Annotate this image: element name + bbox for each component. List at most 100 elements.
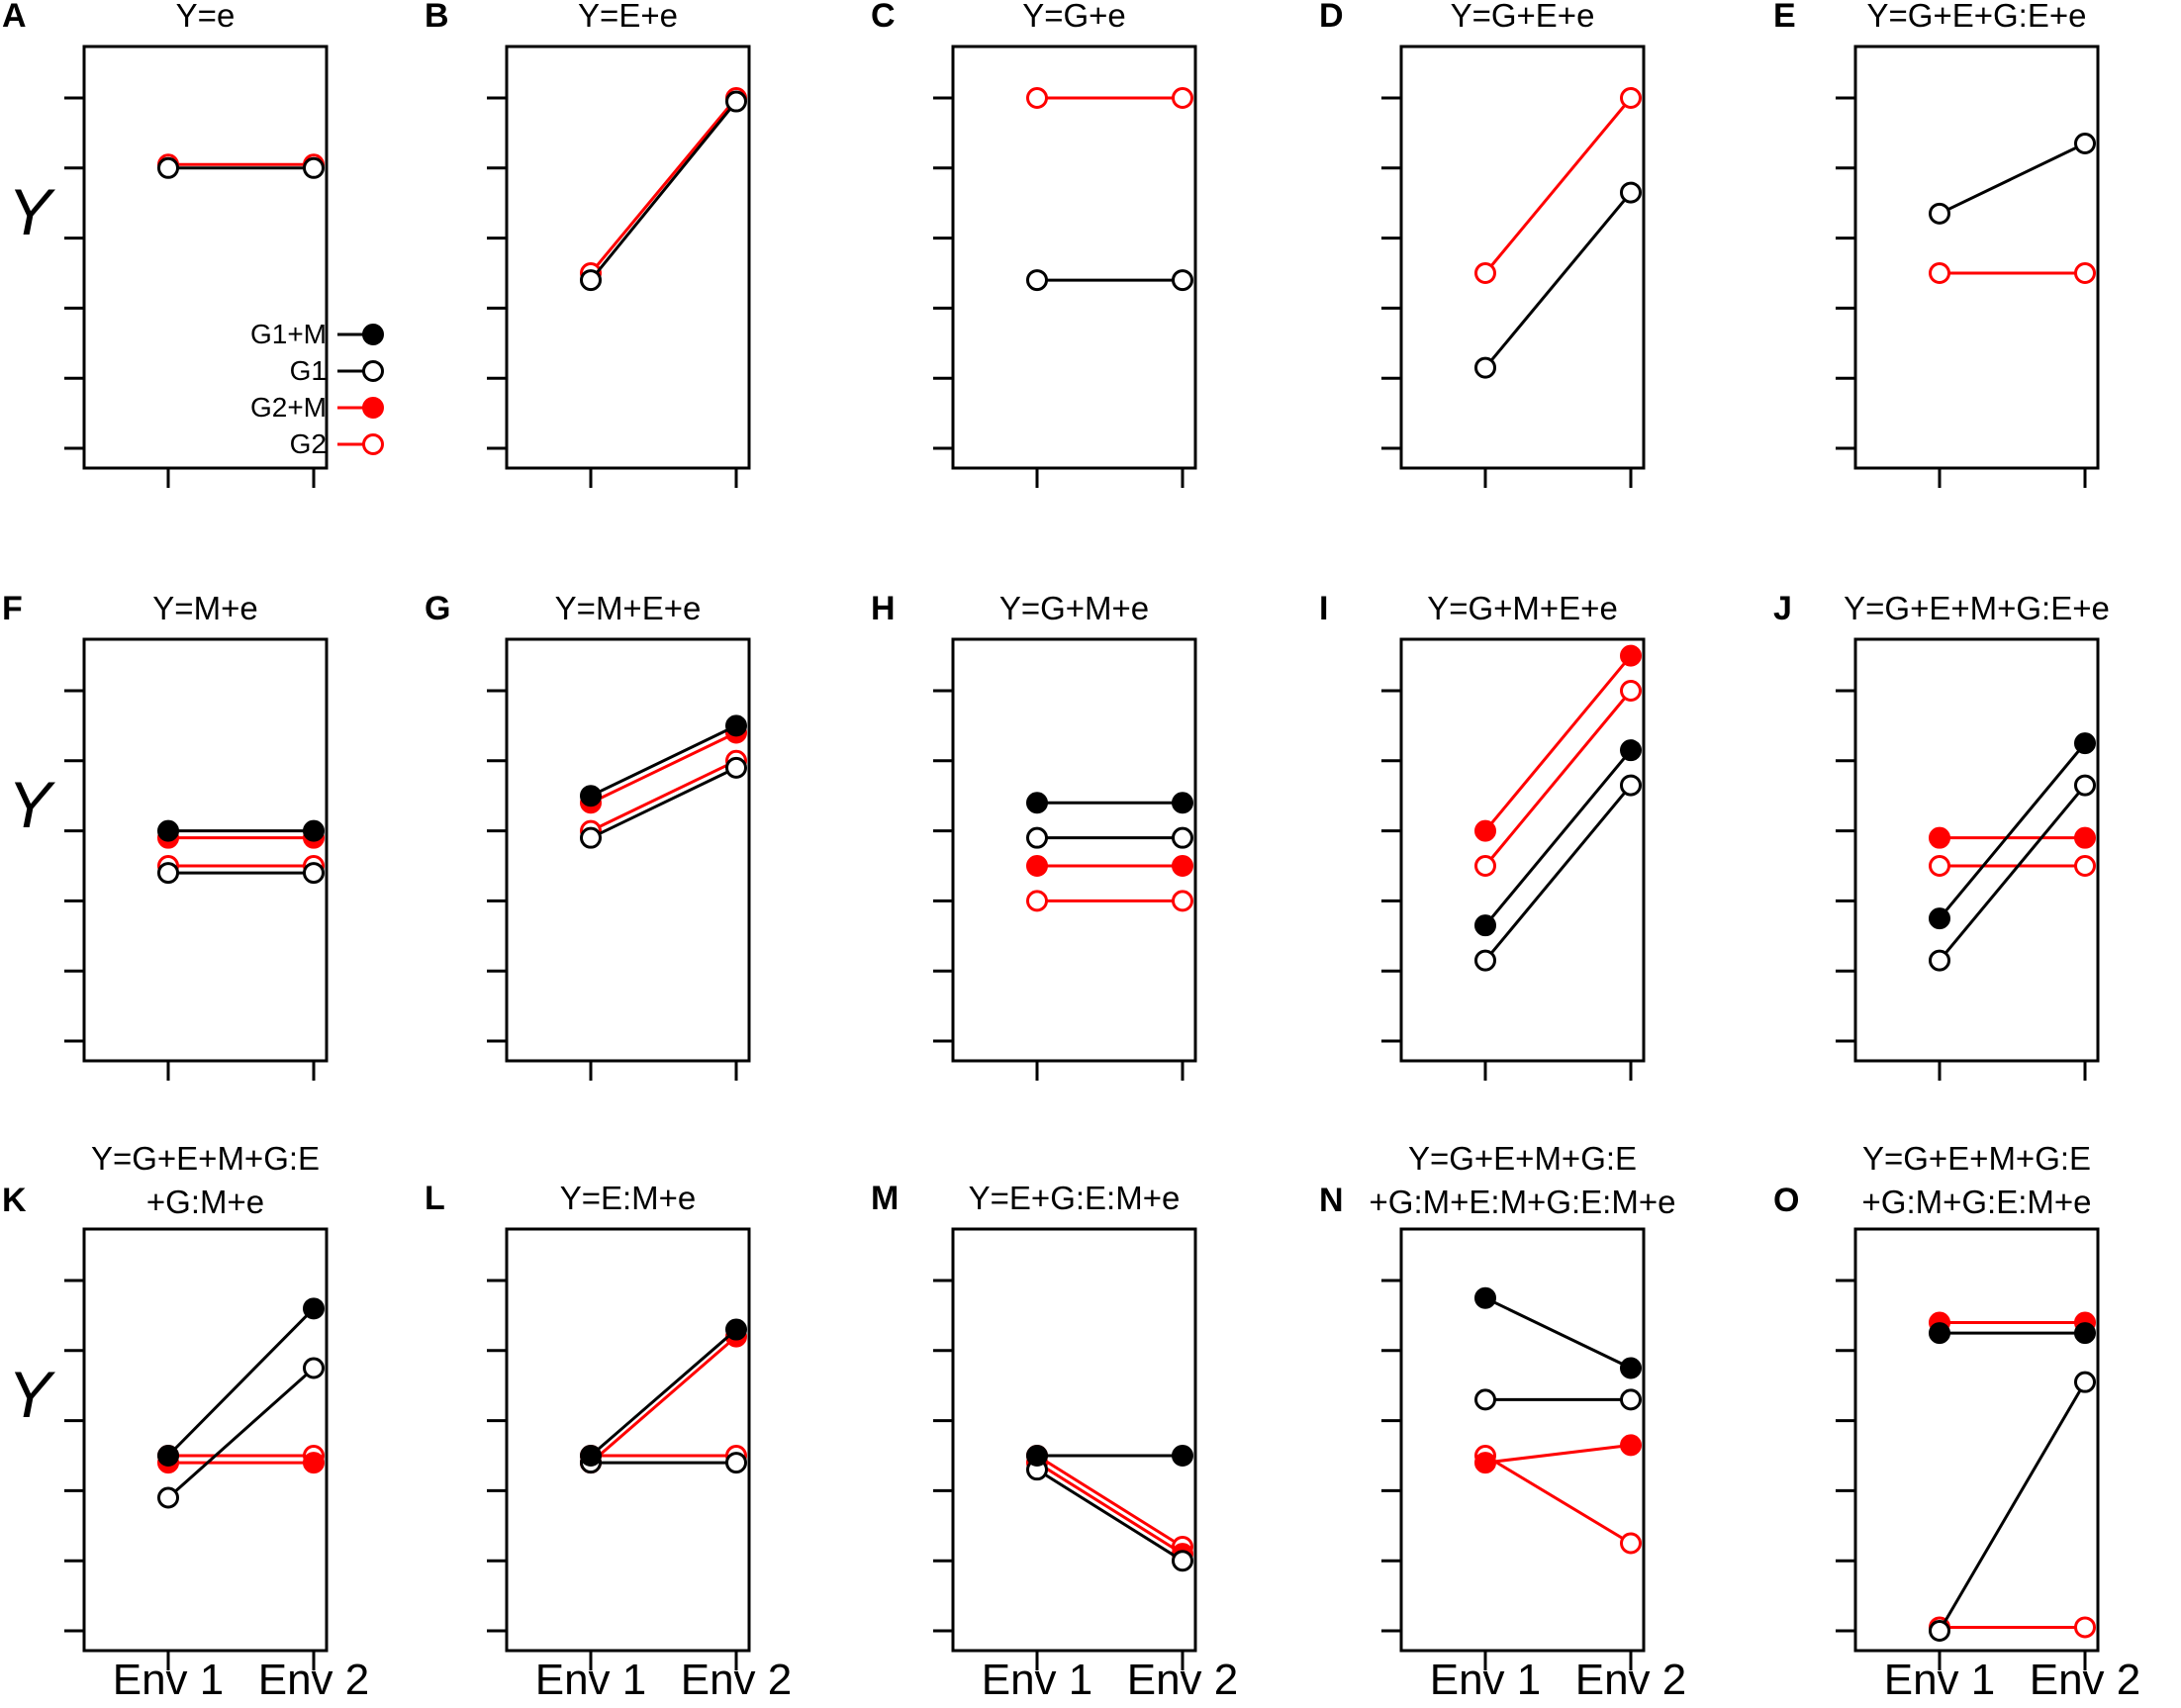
panel-title-line: Y=E+G:E:M+e xyxy=(969,1180,1181,1216)
panel-title-line: Y=G+E+G:E+e xyxy=(1867,0,2087,34)
data-point-g1-env2 xyxy=(1620,181,1642,204)
panel-e: E Y=G+E+G:E+e xyxy=(1773,0,2100,488)
series-g2 xyxy=(1474,1445,1642,1555)
panel-title-line: Y=G+E+M+G:E+e xyxy=(1844,590,2110,626)
data-point-g2-env2 xyxy=(2074,855,2096,877)
series-line xyxy=(1483,784,1633,962)
panel-j: J Y=G+E+M+G:E+e xyxy=(1773,590,2110,1081)
data-point-g1-env2 xyxy=(1172,1550,1193,1572)
data-point-g1-plus-m-env1 xyxy=(1026,1445,1048,1467)
legend-label: G1+M xyxy=(250,319,327,349)
data-point-g1-env2 xyxy=(725,1452,747,1474)
series-g2 xyxy=(1929,262,2096,284)
data-point-g2-env2 xyxy=(1620,1532,1642,1555)
data-point-g1-plus-m-env1 xyxy=(1929,1322,1950,1345)
panel-letter: B xyxy=(425,0,449,35)
panel-d: D Y=G+E+e xyxy=(1319,0,1646,488)
data-point-g1-env2 xyxy=(2074,774,2096,797)
data-point-g1-plus-m-env2 xyxy=(1620,739,1642,762)
panel-title-line: Y=G+M+E+e xyxy=(1427,590,1618,626)
data-point-g1-env2 xyxy=(303,156,325,179)
series-g1-plus-m xyxy=(1929,1322,2096,1345)
series-g2-plus-m xyxy=(1026,1452,1193,1566)
series-g1 xyxy=(157,1357,325,1509)
legend-item-g2: G2 xyxy=(290,428,384,459)
series-g1-plus-m xyxy=(1026,792,1193,814)
panel-title-line: Y=G+E+M+G:E xyxy=(91,1140,320,1177)
series-g2 xyxy=(1026,890,1193,912)
y-axis-label: Y xyxy=(8,175,55,248)
plot-frame xyxy=(505,45,751,470)
panel-title-line: +G:M+E:M+G:E:M+e xyxy=(1370,1184,1676,1220)
data-point-g1-env1 xyxy=(1026,826,1048,849)
data-point-g1-env2 xyxy=(2074,1371,2096,1393)
legend-item-g2-plus-m: G2+M xyxy=(250,392,384,423)
series-line xyxy=(1484,1443,1632,1465)
data-point-g1-env1 xyxy=(580,826,602,849)
plot-frame xyxy=(1399,45,1646,470)
plot-frame xyxy=(1399,1227,1646,1653)
series-line xyxy=(590,731,737,805)
data-point-g1-plus-m-env1 xyxy=(1474,914,1496,937)
series-g1-plus-m xyxy=(580,1318,747,1467)
series-g1-plus-m xyxy=(1474,739,1642,937)
data-point-g1-env1 xyxy=(157,156,179,179)
x-tick-label-env1: Env 1 xyxy=(982,1656,1093,1704)
x-tick-label-env1: Env 1 xyxy=(113,1656,225,1704)
series-g1 xyxy=(1929,774,2096,972)
series-g2 xyxy=(1026,87,1193,109)
panel-letter: C xyxy=(871,0,896,35)
legend-label: G2+M xyxy=(250,392,327,423)
data-point-g1-plus-m-env2 xyxy=(1620,1357,1642,1379)
panel-title-line: Y=G+E+M+G:E xyxy=(1408,1140,1637,1177)
series-g1 xyxy=(157,156,325,179)
series-line xyxy=(590,724,737,798)
plot-frame xyxy=(951,1227,1197,1653)
data-point-g1-plus-m-env1 xyxy=(157,1445,179,1467)
panel-letter: J xyxy=(1773,590,1792,627)
x-tick-label-env2: Env 2 xyxy=(1127,1656,1239,1704)
data-point-g1-env1 xyxy=(1929,1620,1950,1642)
series-g2 xyxy=(580,87,747,284)
data-point-g1-env1 xyxy=(580,269,602,292)
data-point-g1-plus-m-env2 xyxy=(725,1318,747,1341)
data-point-g1-env2 xyxy=(725,756,747,779)
panel-title-line: Y=M+e xyxy=(152,590,257,626)
series-g1-plus-m xyxy=(580,714,747,807)
series-g1-plus-m xyxy=(1929,732,2096,930)
series-line xyxy=(1938,784,2087,962)
data-point-g1-env1 xyxy=(1929,949,1950,972)
plot-frame xyxy=(1853,637,2100,1063)
panel-title-line: Y=E:M+e xyxy=(560,1180,697,1216)
series-line xyxy=(1036,1461,1184,1556)
series-line xyxy=(1483,690,1633,867)
series-g1 xyxy=(1474,774,1642,972)
legend-item-g1: G1 xyxy=(290,355,384,386)
data-point-g1-env2 xyxy=(303,862,325,885)
plot-frame xyxy=(505,1227,751,1653)
panel-title-line: Y=G+E+M+G:E xyxy=(1862,1140,2091,1177)
data-point-g1-plus-m-env1 xyxy=(580,785,602,807)
series-line xyxy=(1483,654,1633,832)
data-point-g1-plus-m-env2 xyxy=(303,819,325,842)
series-line xyxy=(1484,1296,1632,1370)
legend: G1+M G1 G2+M G2 xyxy=(250,319,384,459)
series-g2-plus-m xyxy=(1929,1311,2096,1334)
legend-label: G2 xyxy=(290,428,327,459)
legend-marker xyxy=(362,433,384,455)
panel-title-line: Y=E+e xyxy=(578,0,678,34)
panel-title-line: +G:M+e xyxy=(146,1184,264,1220)
panel-m: M Y=E+G:E:M+e Env 1 Env 2 xyxy=(871,1180,1238,1704)
series-line xyxy=(1939,142,2086,216)
data-point-g2-env1 xyxy=(1474,262,1496,284)
series-line xyxy=(1036,1468,1184,1563)
data-point-g1-plus-m-env1 xyxy=(1026,792,1048,814)
data-point-g1-env2 xyxy=(303,1357,325,1379)
plot-frame xyxy=(82,1227,329,1653)
legend-label: G1 xyxy=(290,355,327,386)
plot-frame xyxy=(505,637,751,1063)
panel-g: G Y=M+E+e xyxy=(425,590,751,1081)
data-point-g1-env1 xyxy=(157,1486,179,1509)
data-point-g1-env1 xyxy=(1026,269,1048,292)
